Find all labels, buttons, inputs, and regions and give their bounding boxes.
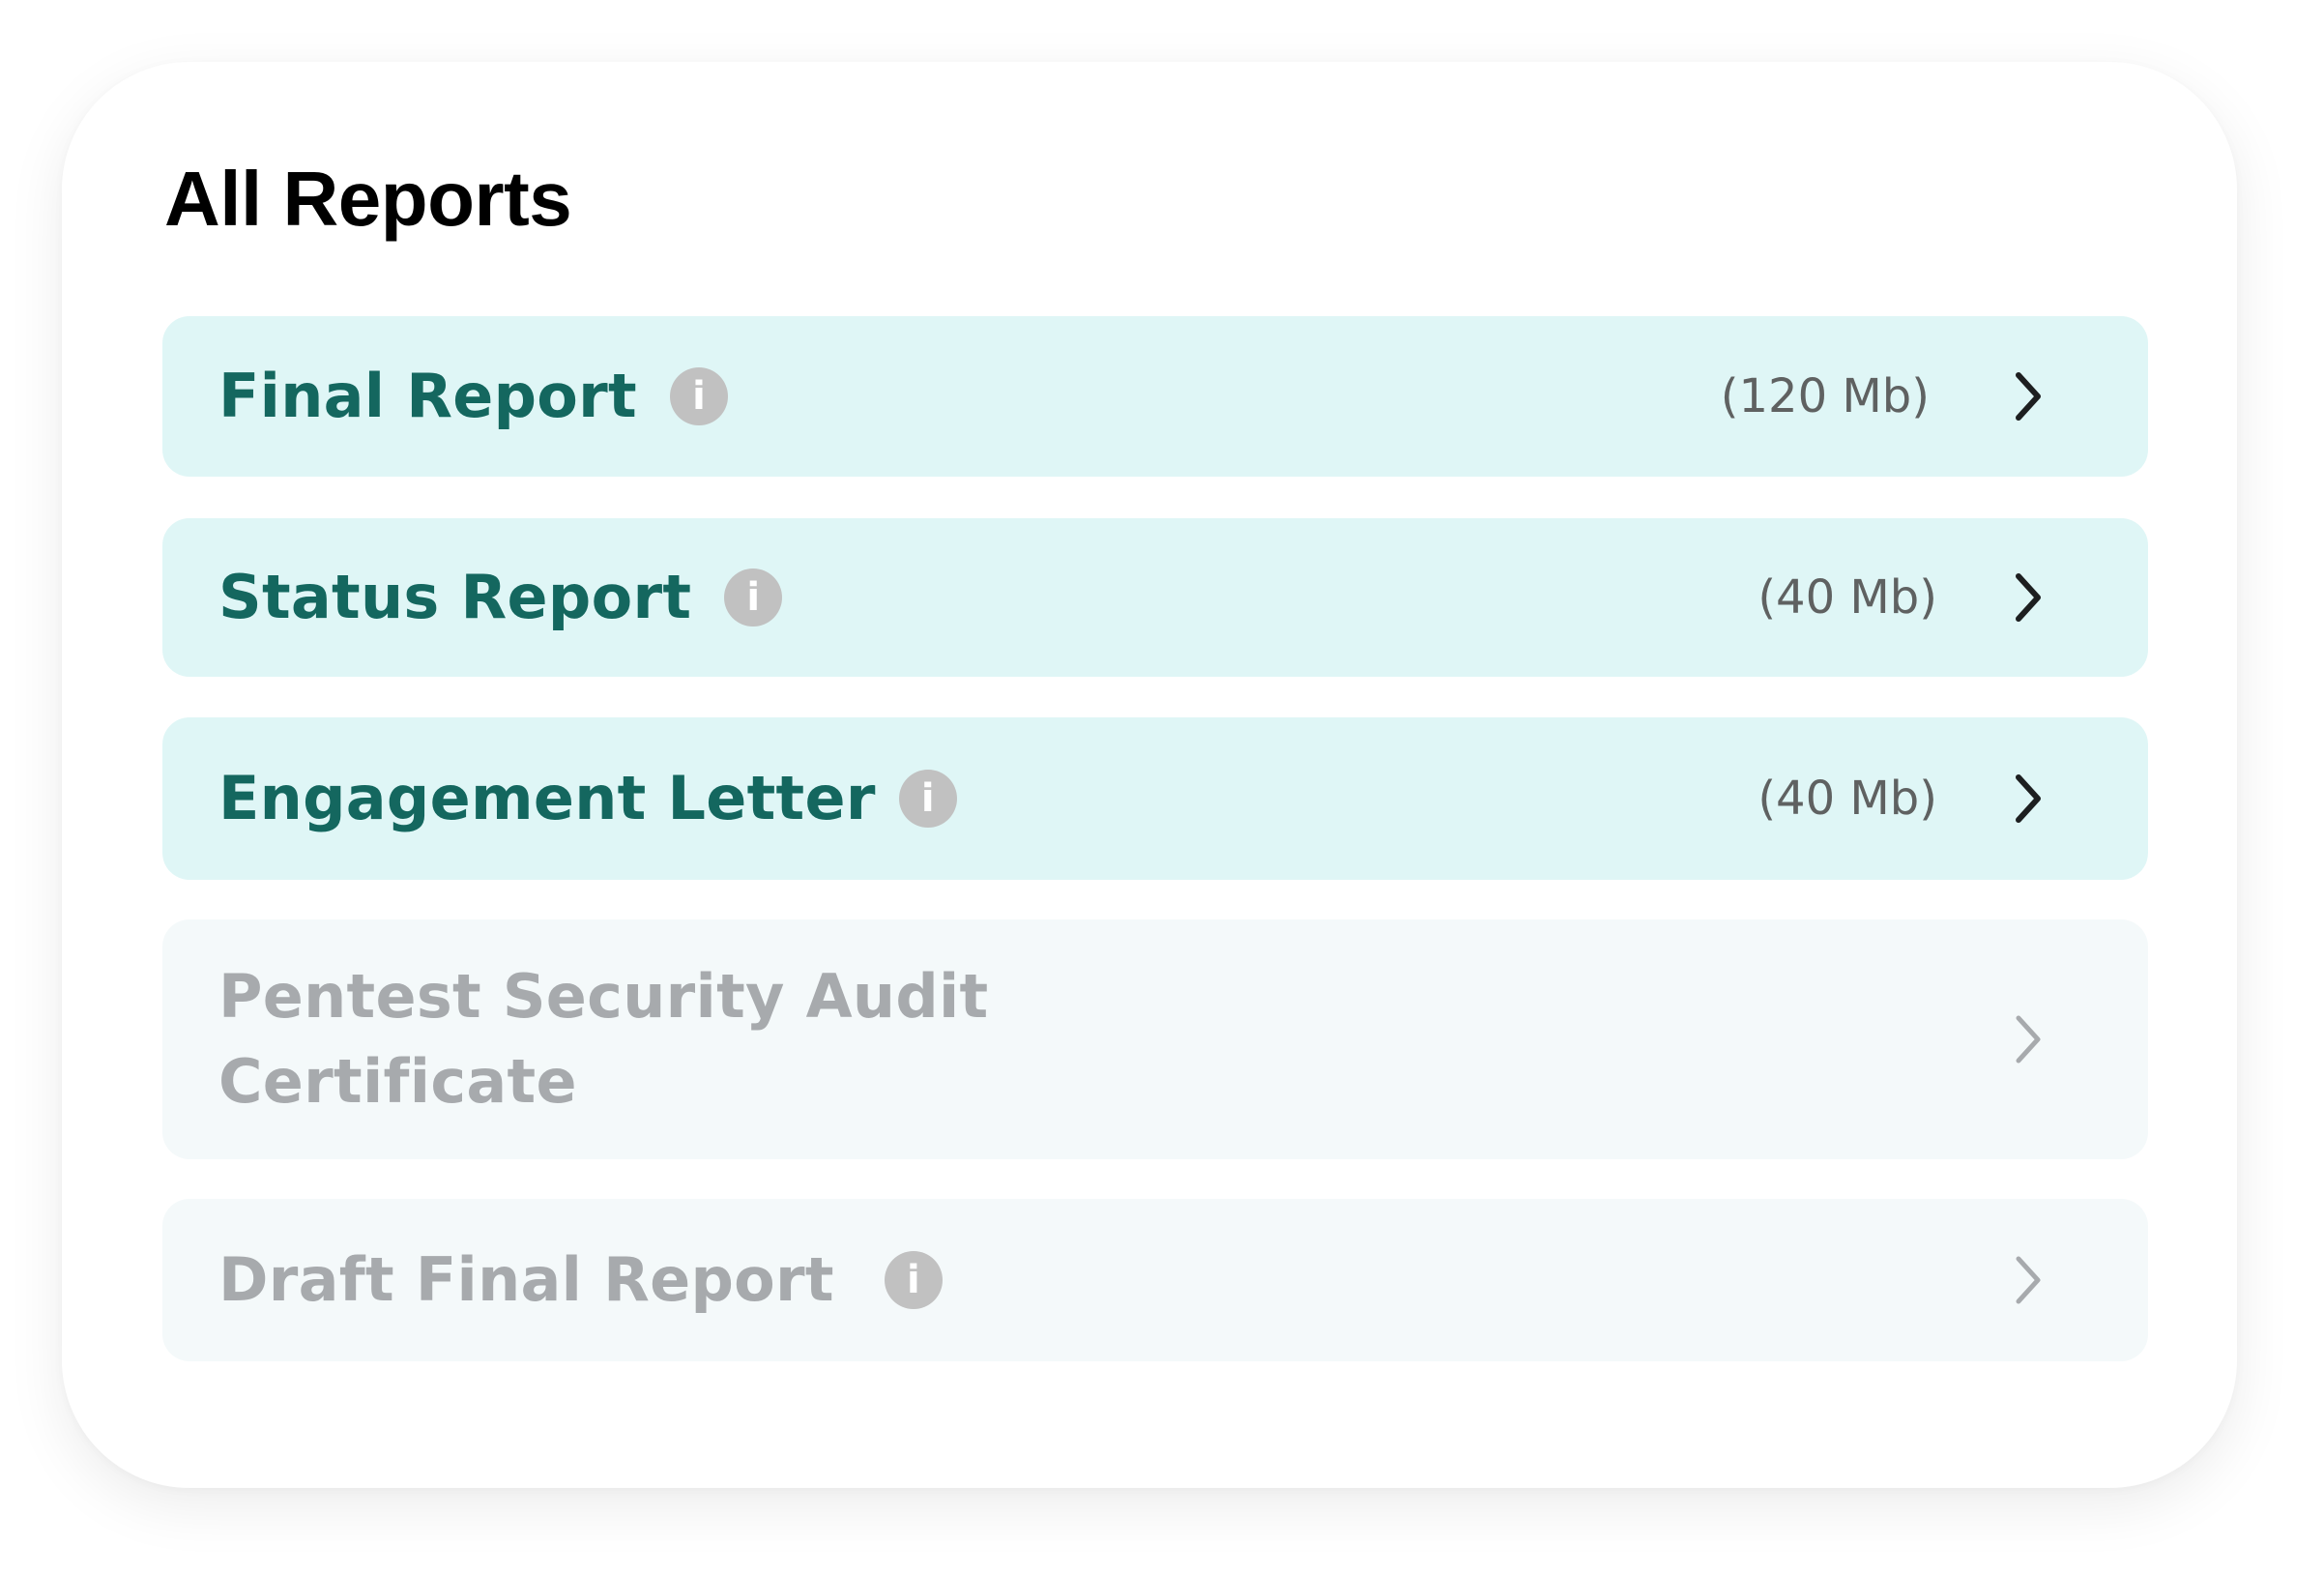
report-label-line-2: Certificate — [218, 1046, 577, 1117]
report-item-engagement-letter[interactable]: Engagement Letter i (40 Mb) — [162, 717, 2148, 880]
report-label: Status Report — [218, 562, 692, 632]
info-icon[interactable]: i — [670, 367, 728, 425]
file-size: (40 Mb) — [1758, 772, 1937, 826]
report-item-pentest-certificate: Pentest Security Audit Certificate — [162, 919, 2148, 1159]
info-icon[interactable]: i — [724, 568, 783, 627]
chevron-right-icon — [2011, 772, 2046, 826]
chevron-right-icon — [2011, 570, 2046, 625]
file-size: (120 Mb) — [1720, 369, 1930, 423]
report-item-draft-final-report: Draft Final Report i — [162, 1199, 2148, 1361]
report-item-status-report[interactable]: Status Report i (40 Mb) — [162, 518, 2148, 677]
page-title: All Reports — [164, 156, 572, 242]
report-label: Final Report — [218, 361, 637, 431]
report-item-final-report[interactable]: Final Report i (120 Mb) — [162, 316, 2148, 477]
report-label: Engagement Letter — [218, 763, 876, 833]
file-size: (40 Mb) — [1758, 570, 1937, 625]
info-icon[interactable]: i — [884, 1251, 943, 1309]
report-label: Draft Final Report — [218, 1244, 834, 1315]
info-icon[interactable]: i — [898, 770, 957, 828]
chevron-right-icon — [2011, 1012, 2046, 1066]
report-label: Pentest Security Audit Certificate — [218, 954, 989, 1124]
chevron-right-icon — [2011, 1253, 2046, 1307]
chevron-right-icon — [2011, 369, 2046, 423]
reports-card: All Reports Final Report i (120 Mb) Stat… — [62, 62, 2237, 1488]
report-label-line-1: Pentest Security Audit — [218, 961, 989, 1032]
